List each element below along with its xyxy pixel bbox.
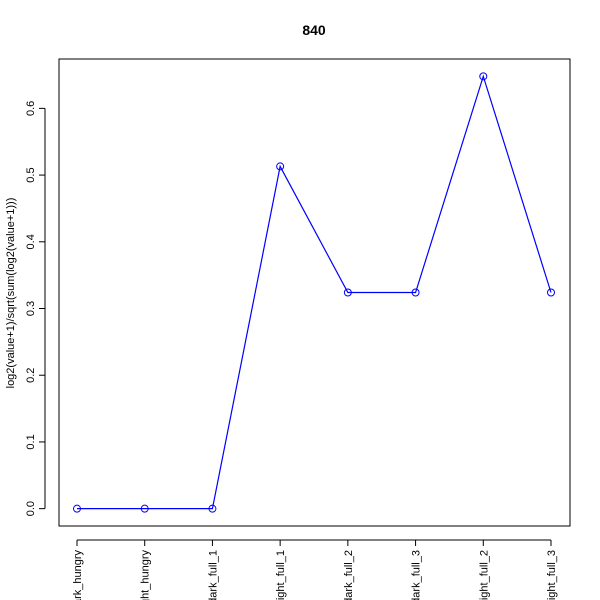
data-point: [479, 72, 488, 81]
data-point: [343, 288, 352, 297]
x-axis: dark_hungry light_hungry dark_full_1 light_…: [72, 539, 558, 600]
y-tick-label: 0.6: [25, 101, 37, 116]
y-tick-label: 0.2: [25, 368, 37, 383]
y-axis: 0.0 0.1 0.2 0.3 0.4 0.5 0.6: [25, 101, 46, 516]
series-group: [73, 72, 555, 513]
data-point: [276, 162, 285, 171]
data-point: [547, 288, 555, 297]
data-point: [208, 504, 217, 513]
y-tick-label: 0.0: [25, 501, 37, 516]
x-tick-label: light_full_3: [546, 550, 558, 600]
x-tick-label: light_hungry: [140, 550, 152, 600]
plot-frame: [58, 58, 571, 527]
x-tick-label: light_full_1: [275, 550, 287, 600]
data-point: [411, 288, 420, 297]
y-tick-label: 0.1: [25, 434, 37, 449]
chart-title: 840: [302, 22, 326, 38]
y-tick-label: 0.5: [25, 167, 37, 182]
x-tick-label: dark_hungry: [72, 550, 84, 600]
data-point: [73, 504, 81, 513]
x-tick-label: dark_full_1: [207, 550, 219, 600]
series-line: [77, 74, 552, 510]
y-tick-label: 0.4: [25, 234, 37, 249]
y-tick-label: 0.3: [25, 301, 37, 316]
data-point: [140, 504, 149, 513]
x-tick-label: light_full_2: [478, 550, 490, 600]
y-axis-label: log2(value+1)/sqrt(sum(log2(value+1))): [5, 198, 17, 389]
x-tick-label: dark_full_3: [411, 550, 423, 600]
x-tick-label: dark_full_2: [343, 550, 355, 600]
